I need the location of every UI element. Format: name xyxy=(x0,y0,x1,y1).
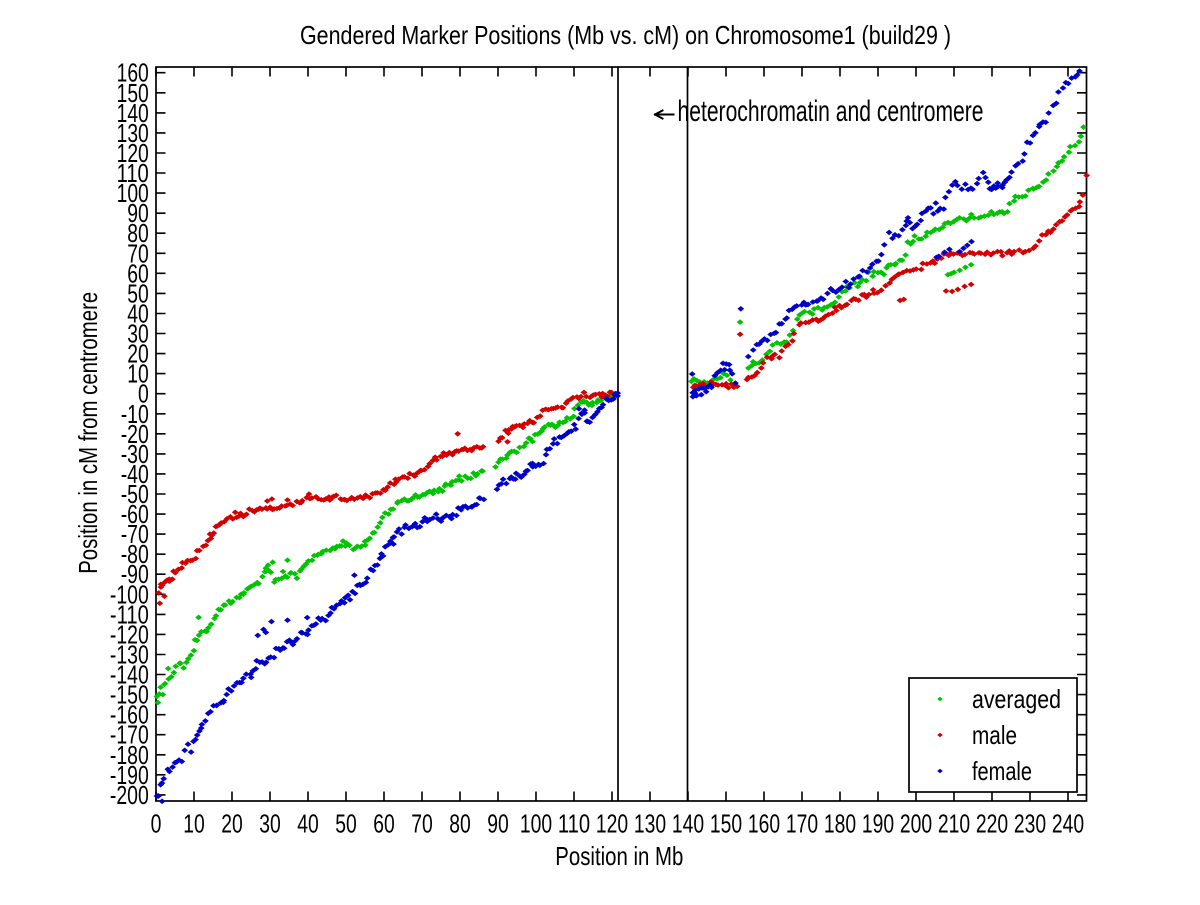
svg-text:130: 130 xyxy=(117,118,149,148)
svg-text:70: 70 xyxy=(411,809,433,839)
svg-text:-150: -150 xyxy=(110,680,149,710)
svg-text:240: 240 xyxy=(1052,809,1084,839)
svg-text:0: 0 xyxy=(138,379,149,409)
svg-text:140: 140 xyxy=(672,809,704,839)
svg-text:-10: -10 xyxy=(121,399,149,429)
svg-text:averaged: averaged xyxy=(972,684,1061,714)
svg-text:60: 60 xyxy=(127,258,149,288)
svg-text:50: 50 xyxy=(127,278,149,308)
svg-text:130: 130 xyxy=(634,809,666,839)
svg-text:-160: -160 xyxy=(110,700,149,730)
svg-text:200: 200 xyxy=(900,809,932,839)
svg-text:210: 210 xyxy=(938,809,970,839)
svg-text:90: 90 xyxy=(487,809,509,839)
svg-text:80: 80 xyxy=(127,218,149,248)
svg-text:-20: -20 xyxy=(121,419,149,449)
svg-text:-190: -190 xyxy=(110,760,149,790)
svg-text:-30: -30 xyxy=(121,439,149,469)
svg-text:-60: -60 xyxy=(121,499,149,529)
svg-text:160: 160 xyxy=(748,809,780,839)
svg-text:100: 100 xyxy=(520,809,552,839)
svg-text:Position in Mb: Position in Mb xyxy=(555,841,683,871)
svg-text:220: 220 xyxy=(976,809,1008,839)
svg-text:Position in cM from centromere: Position in cM from centromere xyxy=(73,292,103,574)
svg-text:160: 160 xyxy=(117,58,149,88)
svg-text:-80: -80 xyxy=(121,539,149,569)
svg-text:120: 120 xyxy=(596,809,628,839)
svg-text:-140: -140 xyxy=(110,660,149,690)
svg-text:10: 10 xyxy=(183,809,205,839)
svg-text:-170: -170 xyxy=(110,720,149,750)
svg-text:-40: -40 xyxy=(121,459,149,489)
svg-text:120: 120 xyxy=(117,138,149,168)
svg-text:20: 20 xyxy=(221,809,243,839)
svg-text:-70: -70 xyxy=(121,519,149,549)
svg-text:50: 50 xyxy=(335,809,357,839)
svg-text:-50: -50 xyxy=(121,479,149,509)
svg-text:100: 100 xyxy=(117,178,149,208)
svg-text:150: 150 xyxy=(117,78,149,108)
svg-text:150: 150 xyxy=(710,809,742,839)
svg-text:230: 230 xyxy=(1014,809,1046,839)
svg-text:80: 80 xyxy=(449,809,471,839)
svg-text:90: 90 xyxy=(127,198,149,228)
svg-text:60: 60 xyxy=(373,809,395,839)
svg-text:110: 110 xyxy=(558,809,590,839)
svg-text:heterochromatin and centromere: heterochromatin and centromere xyxy=(678,95,984,128)
svg-text:-180: -180 xyxy=(110,740,149,770)
svg-text:-120: -120 xyxy=(110,619,149,649)
svg-text:-90: -90 xyxy=(121,559,149,589)
svg-text:10: 10 xyxy=(127,359,149,389)
svg-text:180: 180 xyxy=(824,809,856,839)
svg-text:0: 0 xyxy=(151,809,162,839)
svg-text:40: 40 xyxy=(127,299,149,329)
svg-text:20: 20 xyxy=(127,339,149,369)
svg-text:female: female xyxy=(972,756,1032,786)
svg-text:-110: -110 xyxy=(110,599,149,629)
svg-text:110: 110 xyxy=(117,158,149,188)
svg-text:30: 30 xyxy=(259,809,281,839)
svg-text:190: 190 xyxy=(862,809,894,839)
svg-text:70: 70 xyxy=(127,238,149,268)
svg-text:-100: -100 xyxy=(110,579,149,609)
svg-text:-130: -130 xyxy=(110,640,149,670)
svg-text:male: male xyxy=(972,720,1017,750)
svg-text:-200: -200 xyxy=(110,780,149,810)
svg-text:Gendered Marker Positions (Mb: Gendered Marker Positions (Mb vs. cM) on… xyxy=(300,20,951,50)
svg-text:30: 30 xyxy=(127,319,149,349)
svg-text:140: 140 xyxy=(117,98,149,128)
svg-text:40: 40 xyxy=(297,809,319,839)
svg-text:170: 170 xyxy=(786,809,818,839)
